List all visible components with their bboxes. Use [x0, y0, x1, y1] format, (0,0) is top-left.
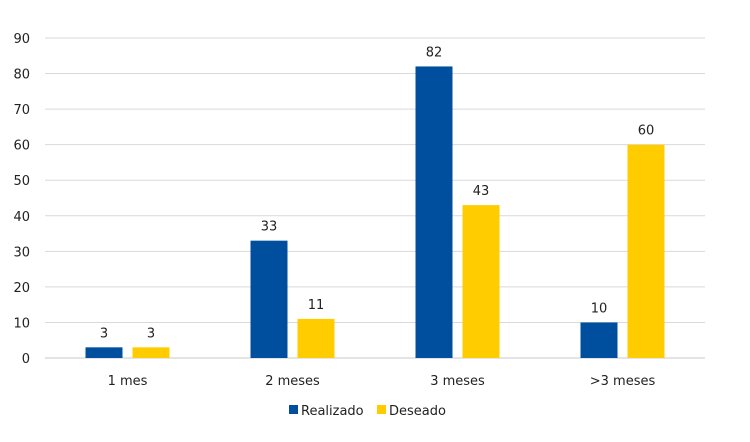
x-tick-label: 2 meses: [265, 374, 320, 389]
data-label: 60: [638, 124, 655, 139]
y-tick-label: 30: [13, 245, 30, 260]
legend-label: Realizado: [301, 404, 364, 419]
data-label: 43: [473, 184, 490, 199]
bar-realizado: [580, 322, 618, 358]
bar-deseado: [627, 144, 665, 358]
bar-deseado: [132, 347, 170, 358]
data-label: 82: [426, 45, 443, 60]
y-tick-label: 50: [13, 174, 30, 189]
bar-realizado: [250, 240, 288, 358]
y-tick-label: 20: [13, 281, 30, 296]
x-tick-label: 3 meses: [430, 374, 485, 389]
data-label: 33: [261, 220, 278, 235]
y-tick-label: 70: [13, 103, 30, 118]
legend-swatch: [289, 405, 298, 414]
data-label: 10: [591, 301, 608, 316]
y-tick-label: 80: [13, 68, 30, 83]
bar-deseado: [462, 205, 500, 358]
bar-realizado: [415, 66, 453, 358]
data-label: 11: [308, 298, 325, 313]
data-label: 3: [100, 326, 108, 341]
x-tick-label: 1 mes: [108, 374, 148, 389]
y-tick-label: 40: [13, 210, 30, 225]
bar-realizado: [85, 347, 123, 358]
legend-swatch: [377, 405, 386, 414]
bar-deseado: [297, 318, 335, 358]
y-tick-label: 90: [13, 32, 30, 47]
data-label: 3: [147, 326, 155, 341]
y-tick-label: 10: [13, 316, 30, 331]
y-tick-label: 60: [13, 139, 30, 154]
y-tick-label: 0: [22, 352, 30, 367]
legend-label: Deseado: [389, 404, 446, 419]
x-tick-label: >3 meses: [590, 374, 656, 389]
